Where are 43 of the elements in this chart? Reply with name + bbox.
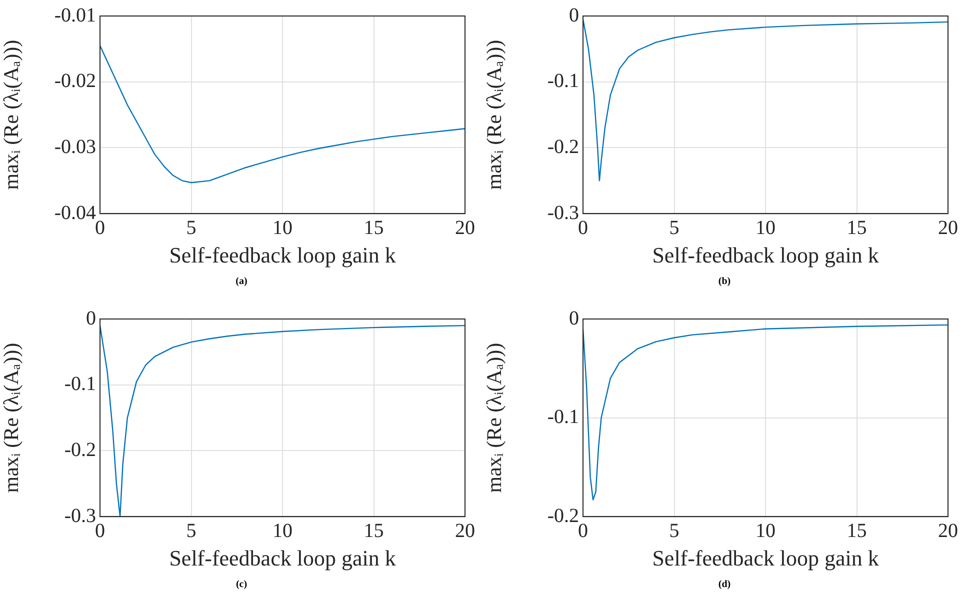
y-tick-label: 0 xyxy=(569,307,579,330)
x-tick-label: 15 xyxy=(364,216,384,239)
y-axis-title: maxᵢ (Re (λᵢ(Aₐ))) xyxy=(482,40,506,190)
x-axis-title: Self-feedback loop gain k xyxy=(652,546,879,571)
y-tick-label: -0.1 xyxy=(547,70,579,92)
y-tick-label: -0.03 xyxy=(54,136,96,158)
text: (a) xyxy=(234,276,248,287)
x-tick-label: 5 xyxy=(186,520,196,542)
y-tick-label: -0.1 xyxy=(64,373,96,396)
y-tick-label: -0.1 xyxy=(547,406,579,428)
x-tick-label: 10 xyxy=(756,520,776,542)
x-tick-label: 5 xyxy=(669,216,680,239)
text: (b) xyxy=(717,276,732,287)
x-tick-label: 20 xyxy=(455,520,475,542)
y-tick-label: -0.04 xyxy=(54,202,96,224)
text: (c) xyxy=(234,579,248,590)
x-tick-label: 10 xyxy=(272,216,292,239)
x-axis-title: Self-feedback loop gain k xyxy=(169,546,396,571)
x-tick-label: 20 xyxy=(938,216,958,239)
y-tick-label: 0 xyxy=(86,307,96,330)
x-tick-label: 15 xyxy=(846,216,867,239)
x-tick-label: 5 xyxy=(669,520,680,542)
x-tick-label: 15 xyxy=(364,520,384,542)
x-tick-label: 5 xyxy=(186,216,196,239)
x-axis-title: Self-feedback loop gain k xyxy=(169,242,396,268)
y-tick-label: -0.2 xyxy=(547,504,579,527)
x-tick-label: 15 xyxy=(846,520,867,542)
y-tick-label: -0.2 xyxy=(64,438,96,461)
y-tick-label: -0.02 xyxy=(54,70,96,92)
x-tick-label: 10 xyxy=(272,520,292,542)
y-tick-label: -0.3 xyxy=(64,504,96,527)
y-tick-label: -0.2 xyxy=(547,136,579,158)
x-axis-title: Self-feedback loop gain k xyxy=(652,242,879,268)
text: (d) xyxy=(717,579,732,590)
y-tick-label: -0.3 xyxy=(547,202,579,224)
y-tick-label: 0 xyxy=(569,4,579,26)
y-axis-title: maxᵢ (Re (λᵢ(Aₐ))) xyxy=(482,342,506,493)
x-tick-label: 10 xyxy=(756,216,776,239)
x-tick-label: 20 xyxy=(455,216,475,239)
y-axis-title: maxᵢ (Re (λᵢ(Aₐ))) xyxy=(0,40,24,190)
y-axis-title: maxᵢ (Re (λᵢ(Aₐ))) xyxy=(0,342,24,493)
y-tick-label: -0.01 xyxy=(54,4,96,26)
x-tick-label: 20 xyxy=(938,520,958,542)
